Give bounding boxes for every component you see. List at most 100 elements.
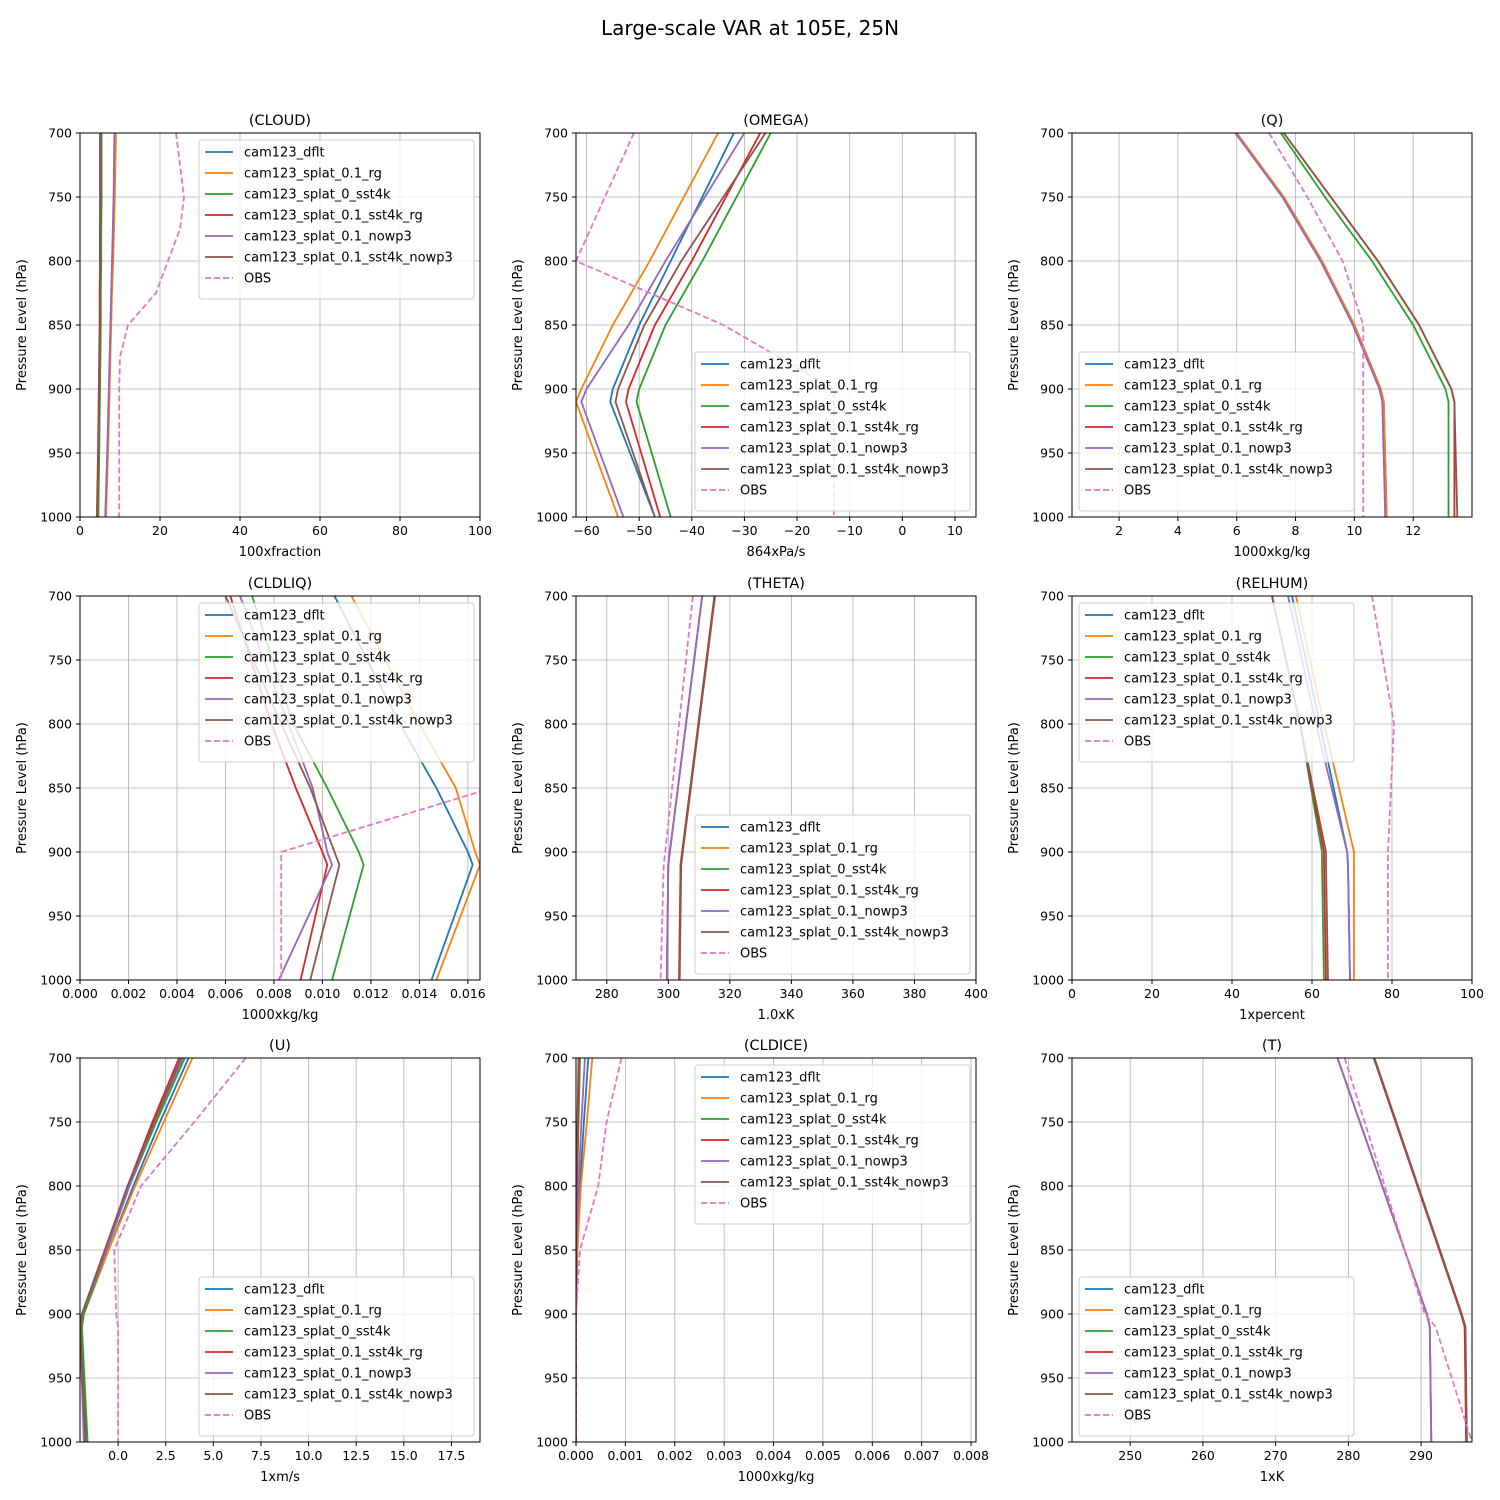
subplot-7: 0.0 2.5 5.0 7.5 10.0 12.5 15.0 17.5 700 750 800 850…	[15, 1038, 481, 1485]
legend-label: cam123_splat_0_sst4k	[1124, 651, 1271, 666]
y-tick-label: 800	[544, 717, 568, 732]
legend-label: OBS	[1124, 1409, 1151, 1424]
series-line-4	[625, 133, 761, 517]
y-tick-label: 900	[48, 845, 72, 860]
y-axis-label: Pressure Level (hPa)	[1007, 259, 1022, 391]
series-line-2	[576, 1058, 594, 1442]
legend: cam123_dflt cam123_splat_0.1_rg cam123_spl…	[198, 1276, 475, 1437]
legend-box	[694, 351, 971, 512]
legend-label: cam123_dflt	[740, 358, 821, 373]
x-tick-label: 60	[312, 523, 328, 538]
subplot-title: (Q)	[1261, 113, 1284, 129]
y-tick-label: 900	[48, 1307, 72, 1322]
y-tick-label: 700	[544, 1051, 568, 1066]
subplot-title: (CLDLIQ)	[248, 576, 312, 592]
x-tick-label: 12	[1405, 523, 1421, 538]
series-line-7	[1268, 133, 1365, 517]
x-tick-label: 8	[1292, 523, 1300, 538]
plot-area	[1234, 133, 1459, 517]
legend-label: cam123_splat_0.1_sst4k_nowp3	[740, 463, 949, 478]
legend-label: cam123_splat_0.1_nowp3	[740, 442, 908, 457]
y-tick-label: 1000	[1032, 973, 1064, 988]
legend-box	[694, 1064, 971, 1225]
y-tick-label: 900	[1040, 382, 1064, 397]
y-tick-label: 850	[1040, 781, 1064, 796]
legend-box	[694, 814, 971, 975]
x-axis-label: 1.0xK	[758, 1008, 795, 1023]
x-tick-label: −20	[784, 523, 810, 538]
x-axis-label: 1000xkg/kg	[738, 1470, 815, 1485]
x-tick-label: 7.5	[251, 1448, 271, 1463]
legend-label: cam123_splat_0.1_sst4k_rg	[1124, 421, 1303, 436]
series-line-7	[1343, 1058, 1472, 1442]
x-tick-label: 280	[595, 986, 619, 1001]
y-tick-label: 950	[544, 446, 568, 461]
plot-area	[659, 596, 716, 980]
x-axis-label: 1xpercent	[1239, 1008, 1305, 1023]
series-line-5	[576, 1058, 586, 1442]
legend-label: cam123_splat_0.1_nowp3	[740, 1155, 908, 1170]
y-tick-label: 1000	[536, 973, 568, 988]
y-tick-label: 850	[544, 318, 568, 333]
legend-label: cam123_splat_0.1_nowp3	[1124, 442, 1292, 457]
legend-label: cam123_splat_0.1_sst4k_nowp3	[1124, 463, 1333, 478]
legend-label: OBS	[740, 947, 767, 962]
y-tick-label: 700	[48, 589, 72, 604]
legend-label: cam123_splat_0.1_rg	[740, 842, 878, 857]
series-line-5	[1336, 1058, 1433, 1442]
legend-label: OBS	[244, 1409, 271, 1424]
x-tick-label: 0.016	[450, 986, 486, 1001]
series-line-6	[96, 133, 102, 517]
legend: cam123_dflt cam123_splat_0.1_rg cam123_spl…	[1078, 351, 1355, 512]
y-tick-label: 750	[48, 653, 72, 668]
y-tick-label: 950	[1040, 1371, 1064, 1386]
legend: cam123_dflt cam123_splat_0.1_rg cam123_spl…	[198, 139, 475, 300]
legend-label: cam123_splat_0.1_nowp3	[740, 905, 908, 920]
legend-label: cam123_splat_0.1_sst4k_nowp3	[244, 1388, 453, 1403]
x-tick-label: 0.006	[854, 1448, 890, 1463]
x-tick-label: 290	[1409, 1448, 1433, 1463]
series-line-6	[1283, 133, 1459, 517]
x-tick-label: 40	[232, 523, 248, 538]
y-tick-label: 900	[48, 382, 72, 397]
x-tick-label: 0.005	[805, 1448, 841, 1463]
subplot-title: (CLOUD)	[249, 113, 311, 129]
y-tick-label: 700	[1040, 589, 1064, 604]
x-tick-label: −10	[836, 523, 862, 538]
legend-label: cam123_splat_0.1_nowp3	[244, 230, 412, 245]
subplot-4: 0.000 0.002 0.004 0.006 0.008 0.010 0.012 0.014…	[15, 576, 486, 1023]
y-tick-label: 700	[544, 589, 568, 604]
series-line-5	[580, 133, 746, 517]
legend-label: cam123_splat_0.1_sst4k_rg	[1124, 672, 1303, 687]
x-tick-label: 250	[1118, 1448, 1142, 1463]
series-line-6	[1373, 1058, 1468, 1442]
x-tick-label: 4	[1174, 523, 1182, 538]
x-tick-label: 0.008	[256, 986, 292, 1001]
y-axis-label: Pressure Level (hPa)	[511, 722, 526, 854]
x-tick-label: 0.002	[657, 1448, 693, 1463]
series-line-6	[80, 1058, 182, 1442]
y-tick-label: 750	[544, 1115, 568, 1130]
series-line-5	[104, 133, 116, 517]
legend: cam123_dflt cam123_splat_0.1_rg cam123_spl…	[694, 1064, 971, 1225]
series-line-7	[1371, 596, 1395, 980]
legend-label: OBS	[740, 1197, 767, 1212]
x-tick-label: 10.0	[295, 1448, 323, 1463]
legend-label: cam123_splat_0.1_rg	[244, 630, 382, 645]
subplot-3: 2 4 6 8 10 12 700 750 800 850 900 950 1000 (Q) 1000xkg…	[1007, 113, 1473, 560]
subplot-2: −60 −50 −40 −30 −20 −10 0 10 700 750 800 850 900 950 1…	[511, 113, 977, 560]
x-tick-label: 0.010	[305, 986, 341, 1001]
x-tick-label: 0.002	[111, 986, 147, 1001]
x-axis-label: 1xm/s	[260, 1470, 300, 1485]
legend-label: cam123_splat_0.1_sst4k_rg	[740, 884, 919, 899]
legend-label: cam123_splat_0.1_sst4k_rg	[244, 672, 423, 687]
legend-label: cam123_splat_0.1_rg	[244, 167, 382, 182]
y-tick-label: 1000	[40, 510, 72, 525]
y-tick-label: 900	[1040, 845, 1064, 860]
series-line-6	[678, 596, 716, 980]
x-tick-label: 0.000	[558, 1448, 594, 1463]
subplot-title: (OMEGA)	[743, 113, 809, 129]
x-tick-label: 0.001	[607, 1448, 643, 1463]
y-tick-label: 900	[1040, 1307, 1064, 1322]
y-axis-label: Pressure Level (hPa)	[15, 259, 30, 391]
